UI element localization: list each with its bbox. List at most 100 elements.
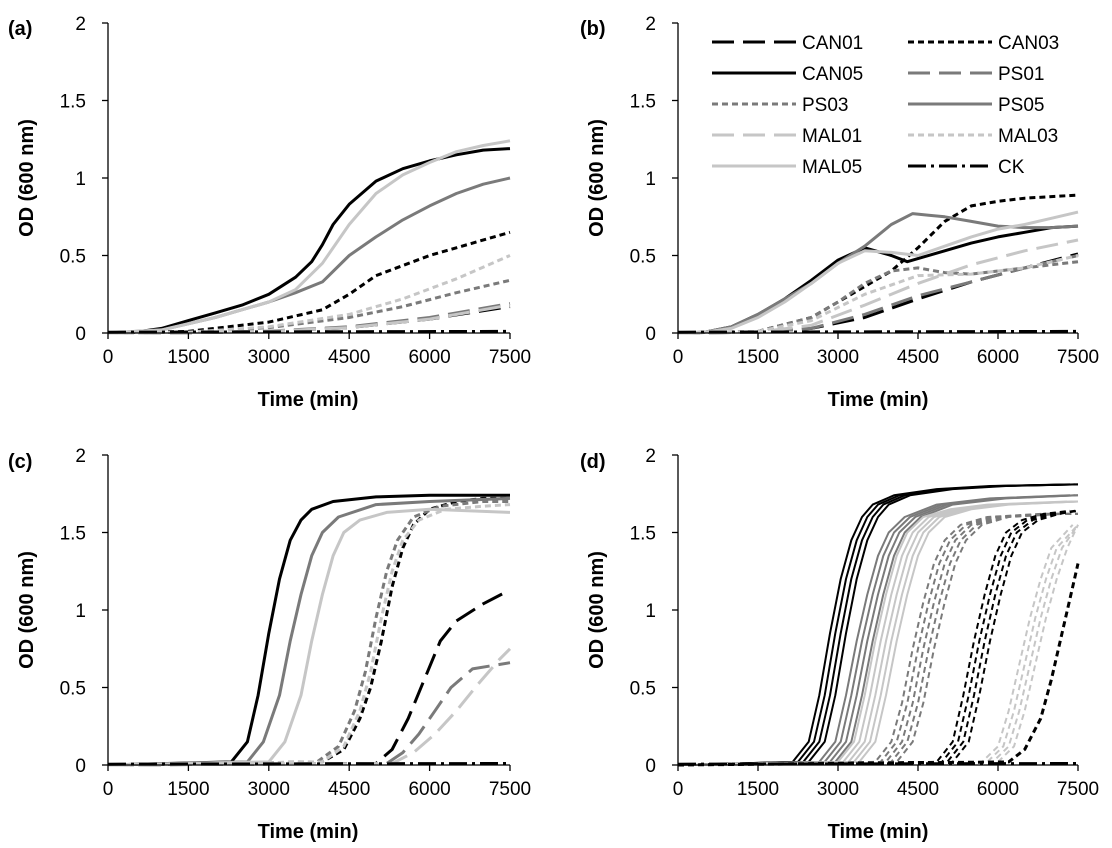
series-line-d-ps03-rep4 bbox=[677, 512, 1078, 766]
x-axis-label-b: Time (min) bbox=[828, 389, 929, 411]
x-tick-label-a: 6000 bbox=[408, 347, 450, 368]
legend-label-mal03: MAL03 bbox=[998, 126, 1058, 147]
series-line-d-ps05-rep4 bbox=[677, 494, 1079, 766]
series-line-c-can01 bbox=[107, 588, 511, 767]
x-tick-label-d: 4500 bbox=[897, 779, 939, 800]
y-tick-label-a: 0.5 bbox=[60, 247, 86, 268]
series-line-b-ps05 bbox=[677, 212, 1079, 335]
legend: CAN01 CAN03 CAN05 PS01 PS03 PS05 MAL01 MAL03 MAL… bbox=[712, 33, 1059, 178]
y-tick-labels-a: 0 0.5 1 1.5 2 bbox=[60, 14, 86, 345]
y-tick-labels-b: 0 0.5 1 1.5 2 bbox=[630, 14, 656, 345]
y-tick-labels-d: 0 0.5 1 1.5 2 bbox=[630, 446, 656, 777]
axes-b bbox=[672, 22, 1079, 339]
series-line-a-mal05 bbox=[107, 139, 511, 335]
series-line-b-mal01 bbox=[677, 238, 1079, 335]
x-tick-label-d: 6000 bbox=[977, 779, 1019, 800]
legend-label-mal01: MAL01 bbox=[802, 126, 862, 147]
series-line-d-can05-rep4 bbox=[677, 483, 1079, 766]
series-line-d-can03 bbox=[677, 563, 1080, 767]
x-tick-labels-a: 0 1500 3000 4500 6000 7500 bbox=[103, 347, 531, 368]
panel-label-b: (b) bbox=[580, 18, 606, 40]
panel-label-c: (c) bbox=[8, 451, 32, 473]
series-group-c bbox=[107, 493, 512, 767]
x-tick-label-b: 3000 bbox=[817, 347, 859, 368]
x-tick-label-b: 4500 bbox=[897, 347, 939, 368]
y-tick-labels-c: 0 0.5 1 1.5 2 bbox=[60, 446, 86, 777]
series-line-b-mal03 bbox=[677, 254, 1079, 335]
series-line-d-can03-rep2 bbox=[677, 509, 1076, 766]
series-line-b-ps01 bbox=[677, 254, 1079, 335]
y-tick-label-a: 1 bbox=[75, 169, 86, 190]
series-line-d-can03-rep3 bbox=[677, 509, 1079, 766]
legend-label-can01: CAN01 bbox=[802, 33, 863, 54]
x-tick-label-d: 3000 bbox=[817, 779, 859, 800]
panel-c: (c) 0 0.5 1 1.5 2 0 1500 3000 4500 6000 7500 OD (… bbox=[8, 446, 531, 843]
series-line-c-mal03 bbox=[107, 503, 511, 767]
x-tick-label-d: 1500 bbox=[737, 779, 779, 800]
y-axis-label-c: OD (600 nm) bbox=[16, 551, 38, 669]
x-tick-label-a: 7500 bbox=[489, 347, 531, 368]
y-tick-label-b: 1.5 bbox=[630, 92, 656, 113]
x-axis-label-c: Time (min) bbox=[258, 821, 359, 843]
series-line-d-ps03-rep5 bbox=[677, 512, 1078, 766]
x-tick-label-b: 6000 bbox=[977, 347, 1019, 368]
series-line-b-can01 bbox=[677, 252, 1079, 335]
x-tick-label-b: 7500 bbox=[1057, 347, 1099, 368]
x-tick-labels-c: 0 1500 3000 4500 6000 7500 bbox=[103, 779, 531, 800]
y-tick-label-b: 1 bbox=[645, 169, 656, 190]
series-line-c-can05 bbox=[107, 493, 510, 767]
legend-label-ps01: PS01 bbox=[998, 64, 1044, 85]
series-line-c-mal05 bbox=[107, 507, 511, 767]
series-group-a bbox=[107, 139, 511, 335]
y-tick-label-d: 1 bbox=[645, 601, 656, 622]
x-axis-label-d: Time (min) bbox=[828, 821, 929, 843]
series-line-b-ps03 bbox=[677, 260, 1079, 335]
y-tick-label-a: 1.5 bbox=[60, 92, 86, 113]
series-group-d bbox=[677, 483, 1080, 767]
x-tick-labels-b: 0 1500 3000 4500 6000 7500 bbox=[673, 347, 1099, 368]
y-tick-label-b: 0.5 bbox=[630, 247, 656, 268]
y-tick-label-d: 2 bbox=[645, 446, 656, 467]
series-line-c-ps03 bbox=[107, 500, 510, 767]
y-tick-label-c: 1 bbox=[75, 601, 86, 622]
series-line-c-ps01 bbox=[107, 661, 511, 767]
series-line-a-can03 bbox=[107, 230, 511, 335]
x-tick-label-c: 3000 bbox=[248, 779, 290, 800]
series-line-a-ps05 bbox=[107, 176, 511, 335]
y-tick-label-d: 1.5 bbox=[630, 524, 656, 545]
legend-label-mal05: MAL05 bbox=[802, 157, 862, 178]
y-axis-label-b: OD (600 nm) bbox=[586, 119, 608, 237]
x-tick-label-c: 4500 bbox=[328, 779, 370, 800]
series-line-d-ps03-rep2 bbox=[677, 512, 1073, 766]
axes-a bbox=[102, 22, 511, 339]
x-tick-labels-d: 0 1500 3000 4500 6000 7500 bbox=[673, 779, 1099, 800]
y-tick-label-a: 0 bbox=[75, 324, 86, 345]
x-tick-label-d: 0 bbox=[673, 779, 684, 800]
series-line-c-mal01 bbox=[107, 647, 512, 767]
series-line-a-can05 bbox=[107, 147, 511, 335]
x-tick-label-a: 3000 bbox=[248, 347, 290, 368]
y-tick-label-c: 0 bbox=[75, 756, 86, 777]
axes-c bbox=[102, 454, 511, 771]
x-tick-label-c: 6000 bbox=[408, 779, 450, 800]
legend-label-can05: CAN05 bbox=[802, 64, 863, 85]
panel-b: (b) 0 0.5 1 1.5 2 0 1500 3000 4500 6000 7500 OD (… bbox=[580, 14, 1099, 411]
x-tick-label-b: 0 bbox=[673, 347, 684, 368]
series-line-d-mal05-rep5 bbox=[677, 500, 1079, 766]
y-tick-label-b: 2 bbox=[645, 14, 656, 35]
series-line-c-can03 bbox=[107, 496, 510, 767]
y-axis-label-a: OD (600 nm) bbox=[16, 119, 38, 237]
y-axis-label-d: OD (600 nm) bbox=[586, 551, 608, 669]
panel-label-a: (a) bbox=[8, 18, 32, 40]
panel-d: (d) 0 0.5 1 1.5 2 0 1500 3000 4500 6000 7500 OD (… bbox=[580, 446, 1099, 843]
y-tick-label-c: 1.5 bbox=[60, 524, 86, 545]
series-line-d-ck bbox=[677, 762, 1079, 766]
series-line-d-can03-rep4 bbox=[677, 509, 1079, 766]
x-tick-label-a: 0 bbox=[103, 347, 114, 368]
series-line-a-ck bbox=[107, 329, 511, 334]
y-tick-label-a: 2 bbox=[75, 14, 86, 35]
y-tick-label-d: 0 bbox=[645, 756, 656, 777]
panel-a: (a) 0 0.5 1 1.5 2 0 1500 3000 4500 6000 7500 OD (… bbox=[8, 14, 531, 411]
axes-d bbox=[672, 454, 1079, 771]
